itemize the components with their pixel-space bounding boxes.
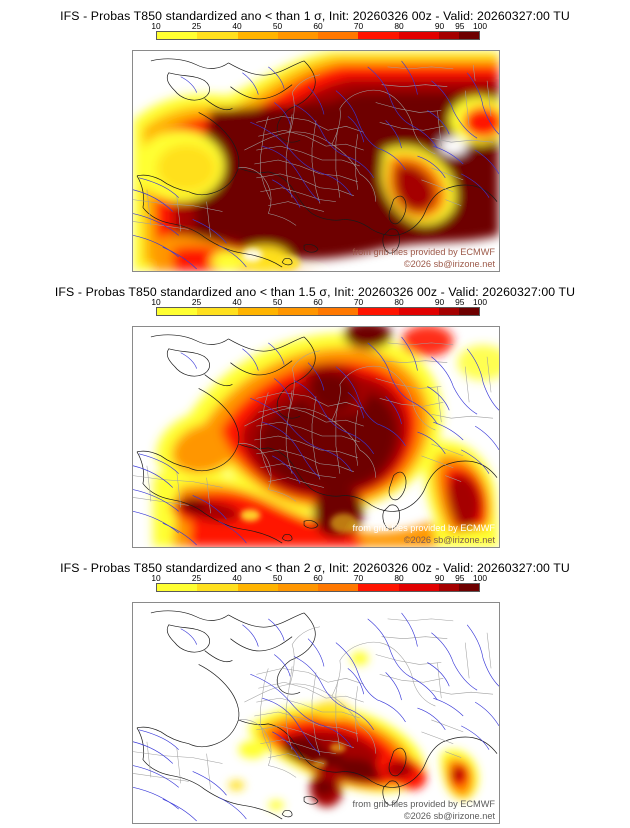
colorbar-gradient (156, 583, 480, 592)
colorbar-segment (197, 308, 238, 315)
colorbar: 10 25 40 50 60 70 80 90 95 100 (151, 21, 487, 41)
colorbar-segment (318, 32, 359, 39)
forecast-panel-2-sigma: IFS - Probas T850 standardized ano < tha… (0, 552, 630, 828)
colorbar-segment (358, 308, 399, 315)
colorbar-tick: 60 (313, 573, 323, 583)
map-canvas (133, 327, 499, 547)
colorbar-segment (438, 308, 459, 315)
rivers (133, 336, 499, 546)
colorbar-tick: 70 (353, 297, 364, 307)
colorbar-gradient (156, 307, 480, 316)
map-canvas (133, 603, 499, 823)
colorbar-gradient (156, 31, 480, 40)
colorbar-tick-labels: 10 25 40 50 60 70 80 90 95 100 (151, 573, 487, 583)
colorbar-tick: 60 (313, 21, 323, 31)
colorbar-segment (277, 308, 318, 315)
map-canvas (133, 51, 499, 271)
coastlines (136, 58, 498, 268)
colorbar-tick: 10 (151, 297, 161, 307)
colorbar-tick-labels: 10 25 40 50 60 70 80 90 95 100 (151, 297, 487, 307)
colorbar-tick: 90 (434, 297, 445, 307)
colorbar-tick: 25 (191, 21, 202, 31)
colorbar-segment (157, 584, 198, 591)
colorbar-segment (358, 584, 399, 591)
colorbar-segment (277, 584, 318, 591)
rivers (133, 60, 499, 270)
probability-map-1-sigma[interactable]: from grib files provided by ECMWF ©2026 … (132, 50, 500, 272)
panel-title: IFS - Probas T850 standardized ano < tha… (60, 561, 570, 575)
colorbar-tick: 25 (191, 297, 202, 307)
colorbar-tick: 100 (473, 573, 487, 583)
colorbar-tick: 50 (272, 297, 283, 307)
colorbar-tick: 100 (473, 21, 487, 31)
colorbar-tick: 40 (232, 297, 242, 307)
colorbar-segment (358, 32, 399, 39)
forecast-panel-1p5-sigma: IFS - Probas T850 standardized ano < tha… (0, 276, 630, 552)
colorbar-segment (237, 32, 278, 39)
colorbar-tick-labels: 10 25 40 50 60 70 80 90 95 100 (151, 21, 487, 31)
colorbar-segment (277, 32, 318, 39)
colorbar-tick: 50 (272, 21, 283, 31)
administrative-boundaries (133, 342, 494, 514)
colorbar-tick: 10 (151, 573, 161, 583)
colorbar-tick: 70 (353, 21, 364, 31)
colorbar: 10 25 40 50 60 70 80 90 95 100 (151, 297, 487, 317)
colorbar-tick: 40 (232, 573, 242, 583)
colorbar-segment (237, 584, 278, 591)
rivers (133, 612, 499, 822)
colorbar-segment (458, 584, 479, 591)
panel-title: IFS - Probas T850 standardized ano < tha… (60, 9, 570, 23)
colorbar-tick: 60 (313, 297, 323, 307)
colorbar-segment (318, 308, 359, 315)
colorbar-tick: 80 (394, 21, 404, 31)
probability-field (152, 327, 499, 547)
administrative-boundaries (133, 64, 494, 238)
colorbar-tick: 70 (353, 573, 364, 583)
colorbar-tick: 10 (151, 21, 161, 31)
colorbar-tick: 90 (434, 21, 445, 31)
colorbar-segment (197, 32, 238, 39)
coastlines (136, 334, 498, 544)
colorbar-tick: 95 (455, 297, 465, 307)
colorbar-tick: 25 (191, 573, 202, 583)
colorbar-tick: 50 (272, 573, 283, 583)
colorbar-segment (197, 584, 238, 591)
forecast-panel-1-sigma: IFS - Probas T850 standardized ano < tha… (0, 0, 630, 276)
colorbar-segment (458, 32, 479, 39)
colorbar-segment (398, 584, 439, 591)
probability-map-2-sigma[interactable]: from grib files provided by ECMWF ©2026 … (132, 602, 500, 824)
colorbar-segment (237, 308, 278, 315)
colorbar-segment (398, 32, 439, 39)
probability-map-1p5-sigma[interactable]: from grib files provided by ECMWF ©2026 … (132, 326, 500, 548)
colorbar-segment (438, 32, 459, 39)
panel-title: IFS - Probas T850 standardized ano < tha… (54, 285, 576, 299)
colorbar-segment (318, 584, 359, 591)
colorbar-tick: 95 (455, 21, 465, 31)
colorbar-segment (157, 32, 198, 39)
colorbar-tick: 90 (434, 573, 445, 583)
colorbar-segment (157, 308, 198, 315)
colorbar-tick: 100 (473, 297, 487, 307)
colorbar-segment (438, 584, 459, 591)
colorbar-tick: 80 (394, 297, 404, 307)
coastlines (136, 610, 498, 820)
colorbar-tick: 40 (232, 21, 242, 31)
colorbar-tick: 80 (394, 573, 404, 583)
colorbar-segment (398, 308, 439, 315)
colorbar-segment (458, 308, 479, 315)
colorbar-tick: 95 (455, 573, 465, 583)
colorbar: 10 25 40 50 60 70 80 90 95 100 (151, 573, 487, 593)
